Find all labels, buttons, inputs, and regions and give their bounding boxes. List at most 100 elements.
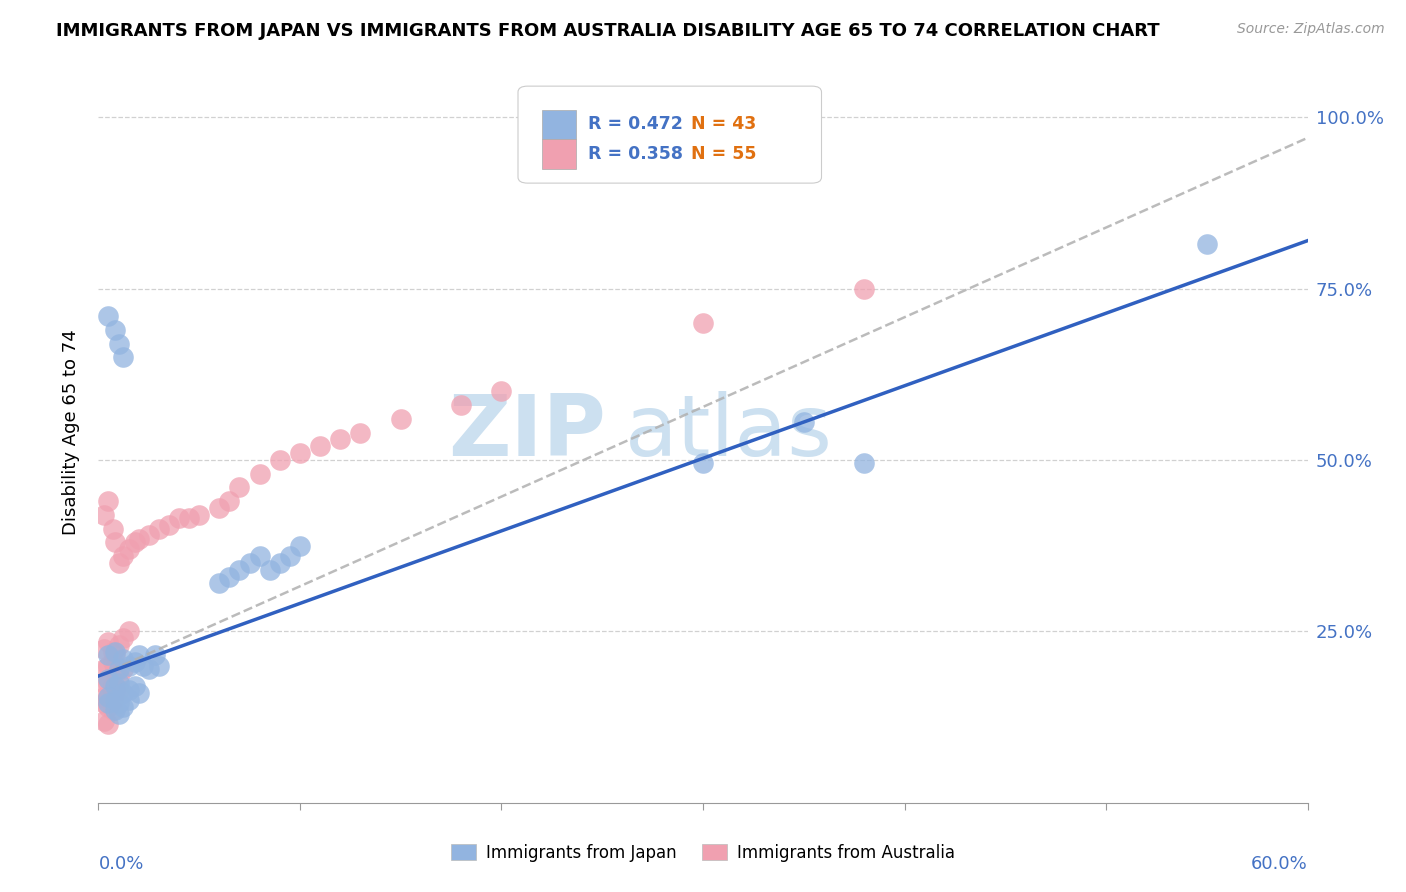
- Point: [103, 645, 125, 659]
- Point: [692, 457, 714, 471]
- Point: [128, 532, 150, 546]
- Point: [111, 350, 134, 364]
- Point: [239, 556, 262, 570]
- Point: [1195, 237, 1218, 252]
- Text: atlas: atlas: [624, 391, 832, 475]
- Point: [97, 697, 120, 711]
- Point: [692, 316, 714, 330]
- Point: [107, 682, 129, 697]
- Point: [148, 658, 170, 673]
- Point: [143, 648, 166, 663]
- Point: [450, 398, 472, 412]
- Point: [124, 679, 146, 693]
- Point: [179, 511, 201, 525]
- Point: [118, 542, 141, 557]
- Point: [93, 641, 115, 656]
- Point: [249, 549, 271, 563]
- Point: [103, 693, 125, 707]
- Point: [111, 686, 134, 700]
- Point: [97, 699, 120, 714]
- Point: [107, 638, 129, 652]
- Point: [103, 535, 125, 549]
- Point: [93, 676, 115, 690]
- Point: [208, 501, 231, 516]
- Point: [101, 679, 124, 693]
- Point: [128, 648, 150, 663]
- Point: [269, 453, 291, 467]
- Point: [853, 282, 876, 296]
- Point: [103, 323, 125, 337]
- Point: [208, 576, 231, 591]
- Point: [97, 634, 120, 648]
- Point: [111, 662, 134, 676]
- Point: [103, 703, 125, 717]
- Point: [97, 673, 120, 687]
- Point: [491, 384, 513, 399]
- Point: [97, 309, 120, 323]
- Point: [101, 522, 124, 536]
- Point: [218, 569, 240, 583]
- Point: [107, 706, 129, 721]
- Text: ZIP: ZIP: [449, 391, 606, 475]
- Point: [148, 522, 170, 536]
- Point: [118, 624, 141, 639]
- Point: [101, 655, 124, 669]
- Text: IMMIGRANTS FROM JAPAN VS IMMIGRANTS FROM AUSTRALIA DISABILITY AGE 65 TO 74 CORRE: IMMIGRANTS FROM JAPAN VS IMMIGRANTS FROM…: [56, 22, 1160, 40]
- Point: [288, 539, 311, 553]
- Point: [111, 632, 134, 646]
- Point: [107, 556, 129, 570]
- Point: [93, 508, 115, 522]
- Point: [118, 693, 141, 707]
- Point: [269, 556, 291, 570]
- Point: [309, 439, 332, 453]
- Point: [793, 415, 815, 429]
- Point: [93, 697, 115, 711]
- Point: [103, 679, 125, 693]
- Point: [103, 648, 125, 663]
- Legend: Immigrants from Japan, Immigrants from Australia: Immigrants from Japan, Immigrants from A…: [444, 838, 962, 869]
- Point: [97, 717, 120, 731]
- Point: [853, 457, 876, 471]
- Point: [218, 494, 240, 508]
- Point: [329, 433, 352, 447]
- Point: [157, 518, 180, 533]
- Point: [101, 693, 124, 707]
- Point: [124, 535, 146, 549]
- Point: [111, 652, 134, 666]
- Point: [188, 508, 211, 522]
- Text: N = 55: N = 55: [690, 145, 756, 163]
- Point: [107, 662, 129, 676]
- Text: N = 43: N = 43: [690, 115, 756, 134]
- Point: [128, 686, 150, 700]
- Text: 60.0%: 60.0%: [1251, 855, 1308, 872]
- Point: [132, 658, 155, 673]
- Point: [97, 494, 120, 508]
- Text: R = 0.472: R = 0.472: [588, 115, 683, 134]
- Point: [118, 682, 141, 697]
- Point: [389, 412, 412, 426]
- Point: [111, 699, 134, 714]
- Point: [118, 658, 141, 673]
- Point: [93, 690, 115, 704]
- Point: [93, 714, 115, 728]
- Bar: [543, 139, 576, 169]
- Point: [107, 336, 129, 351]
- Point: [228, 480, 250, 494]
- Point: [97, 658, 120, 673]
- Point: [101, 645, 124, 659]
- Point: [167, 511, 190, 525]
- Point: [249, 467, 271, 481]
- Point: [349, 425, 371, 440]
- Point: [138, 662, 160, 676]
- Point: [103, 662, 125, 676]
- Point: [124, 655, 146, 669]
- Point: [288, 446, 311, 460]
- Point: [278, 549, 301, 563]
- Text: R = 0.358: R = 0.358: [588, 145, 683, 163]
- Point: [97, 676, 120, 690]
- FancyBboxPatch shape: [517, 87, 821, 183]
- Point: [138, 528, 160, 542]
- Point: [93, 662, 115, 676]
- Point: [107, 676, 129, 690]
- Text: 0.0%: 0.0%: [98, 855, 143, 872]
